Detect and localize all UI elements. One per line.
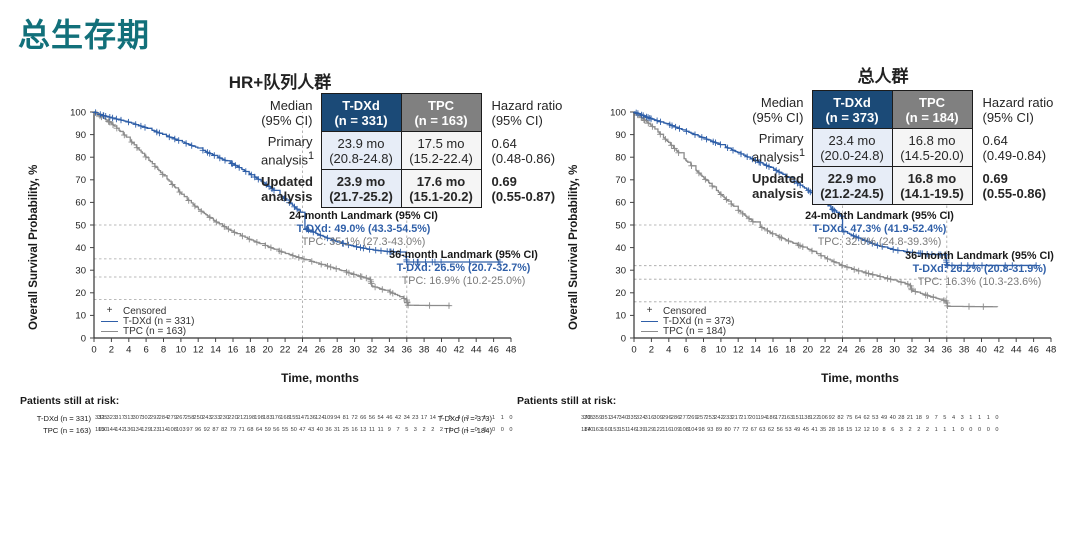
svg-text:8: 8 xyxy=(701,345,706,356)
svg-text:40: 40 xyxy=(976,345,987,356)
svg-text:8: 8 xyxy=(161,345,166,356)
svg-text:14: 14 xyxy=(750,345,761,356)
svg-text:36: 36 xyxy=(942,345,953,356)
svg-text:100: 100 xyxy=(610,107,626,118)
svg-text:4: 4 xyxy=(126,345,131,356)
svg-text:44: 44 xyxy=(471,345,482,356)
svg-text:22: 22 xyxy=(280,345,291,356)
svg-text:10: 10 xyxy=(176,345,187,356)
svg-text:20: 20 xyxy=(803,345,814,356)
svg-text:2: 2 xyxy=(649,345,654,356)
svg-text:46: 46 xyxy=(488,345,499,356)
svg-text:18: 18 xyxy=(785,345,796,356)
svg-text:80: 80 xyxy=(615,153,626,164)
svg-text:20: 20 xyxy=(263,345,274,356)
svg-text:26: 26 xyxy=(315,345,326,356)
svg-text:22: 22 xyxy=(820,345,831,356)
svg-text:32: 32 xyxy=(367,345,378,356)
svg-text:10: 10 xyxy=(75,311,86,322)
svg-text:10: 10 xyxy=(716,345,727,356)
svg-text:6: 6 xyxy=(683,345,688,356)
svg-text:34: 34 xyxy=(924,345,935,356)
svg-text:50: 50 xyxy=(615,220,626,231)
svg-text:70: 70 xyxy=(75,175,86,186)
svg-text:32: 32 xyxy=(907,345,918,356)
svg-text:30: 30 xyxy=(889,345,900,356)
svg-text:60: 60 xyxy=(615,198,626,209)
svg-text:24: 24 xyxy=(297,345,308,356)
svg-text:16: 16 xyxy=(768,345,779,356)
svg-text:12: 12 xyxy=(733,345,744,356)
svg-text:30: 30 xyxy=(75,266,86,277)
svg-text:50: 50 xyxy=(75,220,86,231)
svg-text:40: 40 xyxy=(75,243,86,254)
svg-text:4: 4 xyxy=(666,345,671,356)
svg-text:36: 36 xyxy=(402,345,413,356)
svg-text:12: 12 xyxy=(193,345,204,356)
svg-text:38: 38 xyxy=(959,345,970,356)
svg-text:90: 90 xyxy=(615,130,626,141)
svg-text:28: 28 xyxy=(872,345,883,356)
svg-text:0: 0 xyxy=(621,333,626,344)
svg-text:0: 0 xyxy=(81,333,86,344)
svg-text:24: 24 xyxy=(837,345,848,356)
svg-text:42: 42 xyxy=(994,345,1005,356)
svg-text:90: 90 xyxy=(75,130,86,141)
svg-text:70: 70 xyxy=(615,175,626,186)
svg-text:20: 20 xyxy=(75,288,86,299)
svg-text:44: 44 xyxy=(1011,345,1022,356)
svg-text:30: 30 xyxy=(615,266,626,277)
svg-text:0: 0 xyxy=(631,345,636,356)
svg-text:48: 48 xyxy=(506,345,517,356)
svg-text:2: 2 xyxy=(109,345,114,356)
svg-text:40: 40 xyxy=(436,345,447,356)
svg-text:0: 0 xyxy=(91,345,96,356)
svg-text:38: 38 xyxy=(419,345,430,356)
svg-text:46: 46 xyxy=(1028,345,1039,356)
svg-text:20: 20 xyxy=(615,288,626,299)
svg-text:18: 18 xyxy=(245,345,256,356)
svg-text:6: 6 xyxy=(143,345,148,356)
svg-text:40: 40 xyxy=(615,243,626,254)
svg-text:14: 14 xyxy=(210,345,221,356)
svg-text:48: 48 xyxy=(1046,345,1057,356)
svg-text:60: 60 xyxy=(75,198,86,209)
svg-text:16: 16 xyxy=(228,345,239,356)
svg-text:30: 30 xyxy=(349,345,360,356)
svg-text:34: 34 xyxy=(384,345,395,356)
svg-text:28: 28 xyxy=(332,345,343,356)
svg-text:100: 100 xyxy=(70,107,86,118)
svg-text:10: 10 xyxy=(615,311,626,322)
svg-text:80: 80 xyxy=(75,153,86,164)
svg-text:42: 42 xyxy=(454,345,465,356)
svg-text:26: 26 xyxy=(855,345,866,356)
